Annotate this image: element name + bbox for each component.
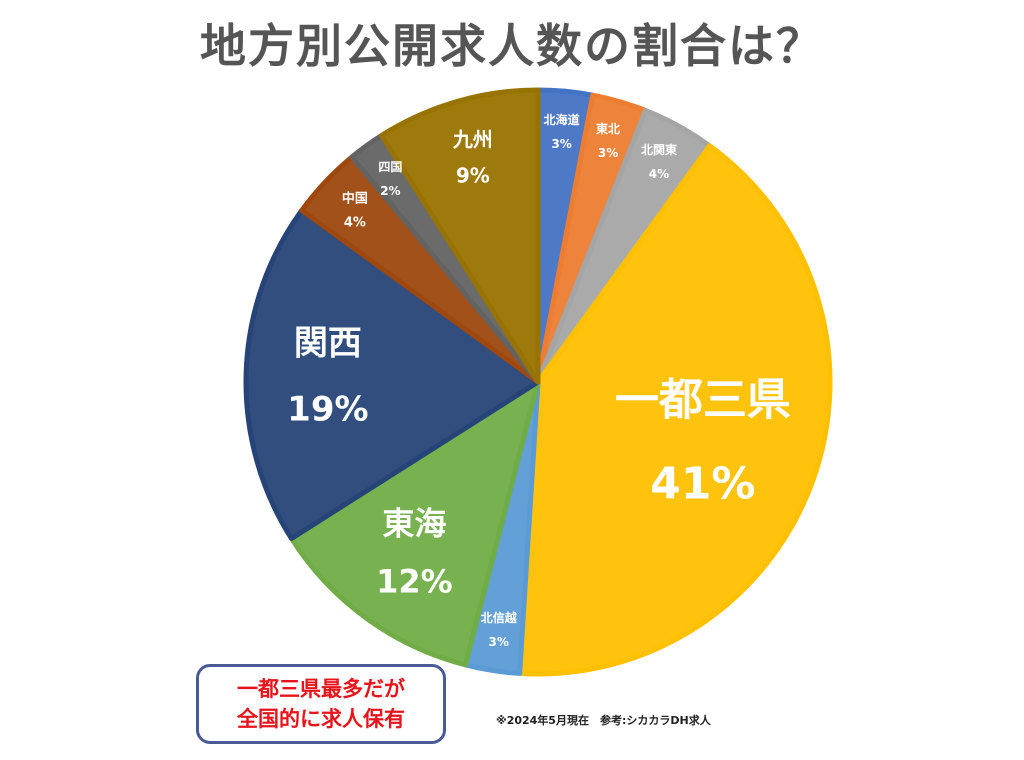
pie-slice-6	[243, 207, 541, 541]
note-line-1: 一都三県最多だが	[237, 677, 405, 701]
slice-label-6: 関西	[294, 323, 362, 363]
slice-label-3: 一都三県	[615, 375, 791, 426]
slice-label-7: 中国	[342, 191, 368, 207]
slice-label-5: 東海	[382, 504, 446, 542]
pie-slice-5	[288, 379, 541, 668]
slice-value-2: 4%	[649, 167, 669, 181]
note-box: 一都三県最多だが 全国的に求人保有	[196, 664, 446, 744]
slice-value-8: 2%	[380, 184, 400, 198]
slice-value-4: 3%	[489, 635, 509, 649]
slice-value-7: 4%	[344, 216, 366, 231]
slice-value-1: 3%	[598, 146, 618, 160]
slice-value-9: 9%	[456, 164, 490, 188]
slice-label-0: 北海道	[544, 112, 580, 127]
slice-label-4: 北信越	[481, 610, 518, 625]
slice-label-1: 東北	[596, 121, 620, 136]
slice-value-3: 41%	[650, 459, 755, 510]
source-note: ※2024年5月現在 参考:シカカラDH求人	[496, 714, 711, 727]
slice-value-6: 19%	[287, 389, 368, 429]
slice-label-2: 北関東	[641, 142, 677, 157]
slice-label-9: 九州	[452, 128, 493, 152]
slice-label-8: 四国	[378, 160, 402, 174]
pie-slice-3	[517, 143, 833, 677]
note-line-2: 全国的に求人保有	[237, 707, 405, 731]
slice-value-0: 3%	[551, 137, 571, 151]
pie-slice-9	[379, 87, 541, 385]
chart-title: 地方別公開求人数の割合は？	[200, 19, 824, 73]
slice-value-5: 12%	[376, 562, 453, 600]
